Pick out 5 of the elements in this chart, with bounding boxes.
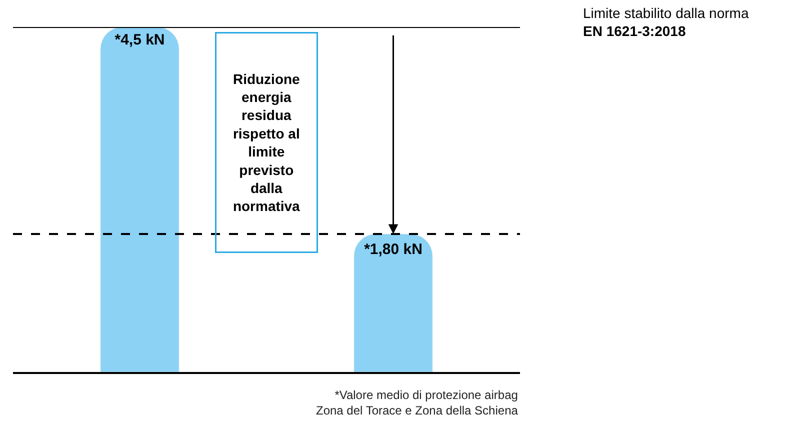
- data-label: *4,5 kN: [114, 32, 165, 49]
- text: Limite stabilito dalla norma EN 1621-3:2018: [583, 5, 749, 40]
- data-label: *1,80 kN: [364, 241, 422, 258]
- annotation: Riduzione energia residua rispetto al limite previsto dalla normativa: [232, 70, 300, 214]
- text: *Valore medio di protezione airbag Zona del Torace e Zona della Schiena: [316, 388, 518, 418]
